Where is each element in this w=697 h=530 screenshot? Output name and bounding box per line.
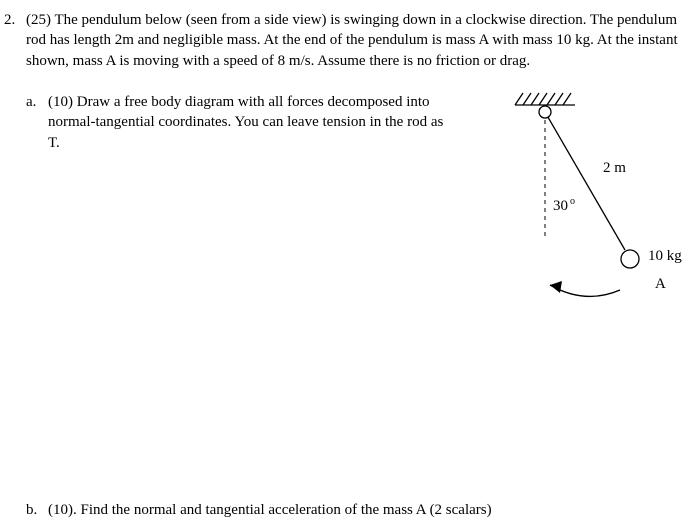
part-a-points: (10)	[48, 94, 73, 110]
mass-name-label: A	[655, 276, 666, 292]
part-b-body: Find the normal and tangential accelerat…	[81, 502, 492, 518]
part-a-label: a.	[26, 92, 36, 112]
part-a-text: (10) Draw a free body diagram with all f…	[48, 92, 458, 153]
pendulum-svg: 2 m 30 o 10 kg A	[475, 90, 685, 310]
degree-symbol: o	[570, 196, 575, 207]
question-intro: (25) The pendulum below (seen from a sid…	[26, 10, 691, 71]
part-b-text: (10). Find the normal and tangential acc…	[48, 500, 548, 520]
question-number: 2.	[4, 10, 15, 30]
mass-value-label: 10 kg	[648, 248, 682, 264]
ceiling-hatch	[515, 93, 575, 105]
part-a-body: Draw a free body diagram with all forces…	[48, 94, 443, 151]
mass-circle	[621, 250, 639, 268]
total-points: (25)	[26, 12, 51, 28]
pivot-circle	[539, 106, 551, 118]
length-label: 2 m	[603, 160, 626, 176]
part-b-label: b.	[26, 500, 37, 520]
angle-label: 30	[553, 198, 568, 214]
part-b-points: (10).	[48, 502, 77, 518]
pendulum-figure: 2 m 30 o 10 kg A	[475, 90, 685, 310]
arrow-head-icon	[550, 281, 562, 293]
intro-text: The pendulum below (seen from a side vie…	[26, 12, 678, 69]
pendulum-rod	[545, 112, 625, 250]
